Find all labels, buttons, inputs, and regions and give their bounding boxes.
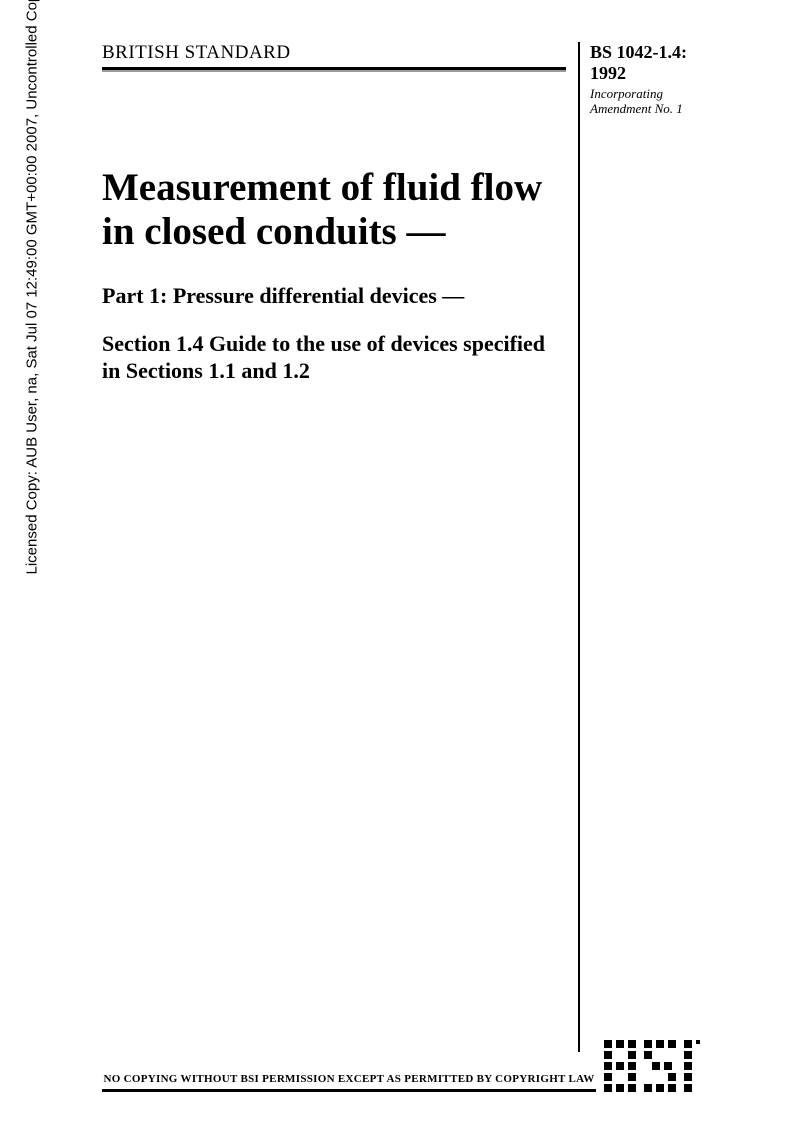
bsi-logo xyxy=(604,1040,708,1092)
amendment-line1: Incorporating xyxy=(590,86,663,101)
section-title: Section 1.4 Guide to the use of devices … xyxy=(102,331,554,384)
footer-left: NO COPYING WITHOUT BSI PERMISSION EXCEPT… xyxy=(102,1073,604,1092)
amendment-note: Incorporating Amendment No. 1 xyxy=(590,86,708,117)
title-block: Measurement of fluid flow in closed cond… xyxy=(102,166,566,384)
header-right: BS 1042-1.4: 1992 Incorporating Amendmen… xyxy=(578,42,708,1052)
amendment-line2: Amendment No. 1 xyxy=(590,101,683,116)
standard-type-label: BRITISH STANDARD xyxy=(102,42,566,64)
copyright-notice: NO COPYING WITHOUT BSI PERMISSION EXCEPT… xyxy=(102,1073,596,1089)
header-row: BRITISH STANDARD Measurement of fluid fl… xyxy=(102,42,708,1052)
header-rule xyxy=(102,67,566,72)
license-watermark: Licensed Copy: AUB User, na, Sat Jul 07 … xyxy=(24,0,41,575)
document-title: Measurement of fluid flow in closed cond… xyxy=(102,166,554,253)
page-content: BRITISH STANDARD Measurement of fluid fl… xyxy=(102,42,708,1092)
footer-row: NO COPYING WITHOUT BSI PERMISSION EXCEPT… xyxy=(102,1040,708,1092)
footer: NO COPYING WITHOUT BSI PERMISSION EXCEPT… xyxy=(102,1040,708,1092)
document-number: BS 1042-1.4: xyxy=(590,42,708,63)
part-title: Part 1: Pressure differential devices — xyxy=(102,283,554,309)
document-year: 1992 xyxy=(590,63,708,84)
header-left: BRITISH STANDARD Measurement of fluid fl… xyxy=(102,42,578,1052)
footer-rule xyxy=(102,1089,596,1092)
